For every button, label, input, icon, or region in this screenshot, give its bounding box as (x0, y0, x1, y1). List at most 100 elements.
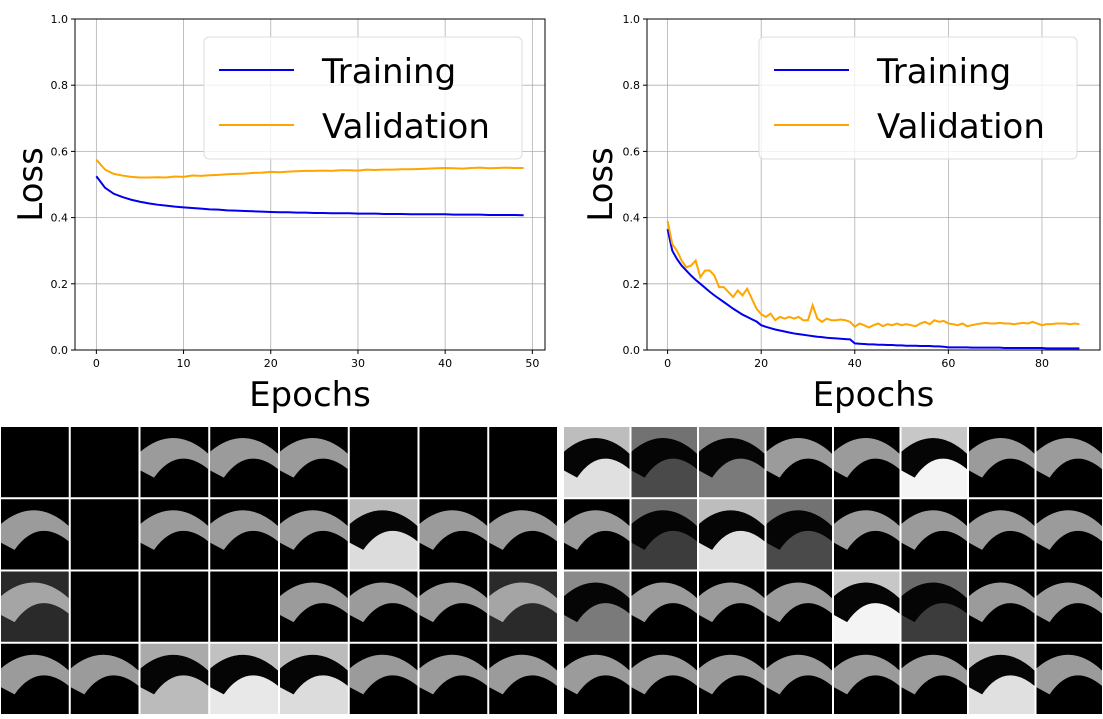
feature-structure (969, 438, 1035, 478)
feature-structure (489, 510, 557, 550)
feature-map (1036, 643, 1102, 714)
y-tick-label: 0.8 (51, 79, 69, 92)
feature-structure (901, 582, 967, 623)
feature-structure (349, 582, 418, 623)
feature-structure (699, 499, 765, 526)
x-tick-label: 50 (525, 357, 539, 370)
feature-map (280, 499, 348, 570)
feature-structure (349, 654, 418, 695)
feature-map (969, 427, 1035, 498)
x-tick-label: 10 (177, 357, 191, 370)
feature-map (901, 571, 967, 642)
feature-structure (1036, 438, 1102, 478)
feature-structure (834, 654, 900, 695)
feature-structure (140, 510, 209, 550)
feature-map-bg (419, 427, 488, 498)
feature-map (419, 427, 488, 498)
feature-map (631, 427, 697, 498)
feature-structure (564, 427, 630, 454)
feature-structure (1036, 510, 1102, 550)
feature-map (70, 643, 139, 714)
legend-box (203, 36, 523, 160)
feature-structure (631, 510, 697, 550)
legend-label: Validation (322, 107, 490, 147)
feature-map (631, 499, 697, 570)
x-tick-label: 60 (941, 357, 955, 370)
feature-map (210, 643, 278, 714)
feature-map (70, 571, 139, 642)
feature-map (489, 571, 557, 642)
x-tick-label: 80 (1035, 357, 1049, 370)
feature-structure (1, 510, 69, 550)
feature-structure (564, 571, 630, 599)
feature-map (834, 571, 900, 642)
feature-map (280, 643, 348, 714)
feature-structure (969, 643, 1035, 671)
y-tick-label: 0.2 (623, 278, 641, 291)
feature-map (699, 427, 765, 498)
feature-map-bg (70, 571, 139, 642)
feature-map (280, 571, 348, 642)
series-line (95, 159, 524, 179)
feature-structure (210, 643, 278, 671)
feature-map (901, 499, 967, 570)
feature-map (564, 643, 630, 714)
x-tick-label: 40 (438, 357, 452, 370)
feature-structure (1036, 654, 1102, 695)
legend-label: Validation (877, 107, 1045, 147)
y-tick-label: 0.2 (51, 278, 69, 291)
feature-structure (70, 654, 139, 695)
feature-map (419, 571, 488, 642)
feature-map (210, 571, 278, 642)
feature-map (1, 643, 69, 714)
feature-structure (901, 510, 967, 550)
feature-structure (140, 643, 209, 671)
feature-structure (699, 427, 765, 454)
feature-structure (766, 438, 832, 478)
feature-map (349, 499, 418, 570)
feature-map-bg (210, 571, 278, 642)
x-tick-label: 20 (264, 357, 278, 370)
feature-structure (969, 654, 1035, 695)
y-tick-label: 0.0 (51, 344, 69, 357)
axes-frame (646, 18, 1101, 351)
feature-structure (280, 654, 348, 695)
feature-map (140, 571, 209, 642)
feature-structure (140, 438, 209, 478)
feature-map (1, 499, 69, 570)
feature-map (564, 571, 630, 642)
feature-map (1, 571, 69, 642)
feature-structure (210, 654, 278, 695)
feature-map (210, 427, 278, 498)
y-tick-label: 1.0 (623, 13, 641, 26)
feature-map-bg (70, 427, 139, 498)
feature-structure (631, 654, 697, 695)
x-axis-label: Epochs (813, 375, 935, 415)
feature-structure (834, 571, 900, 599)
feature-structure (489, 582, 557, 623)
feature-map (699, 499, 765, 570)
feature-structure (349, 510, 418, 550)
feature-structure (210, 438, 278, 478)
series-line (666, 220, 1080, 329)
feature-map (901, 427, 967, 498)
feature-map (419, 499, 488, 570)
feature-structure (280, 510, 348, 550)
feature-structure (766, 654, 832, 695)
x-tick-label: 40 (848, 357, 862, 370)
feature-structure (1, 582, 69, 623)
feature-structure (419, 582, 488, 623)
feature-structure (766, 499, 832, 526)
feature-map (766, 571, 832, 642)
feature-structure (699, 438, 765, 478)
feature-map (631, 643, 697, 714)
feature-map (699, 571, 765, 642)
feature-map-bg (489, 427, 557, 498)
feature-map (699, 643, 765, 714)
feature-structure (901, 571, 967, 599)
feature-structure (564, 510, 630, 550)
feature-map (766, 427, 832, 498)
y-tick-label: 0.4 (51, 212, 69, 225)
feature-map-bg (70, 499, 139, 570)
